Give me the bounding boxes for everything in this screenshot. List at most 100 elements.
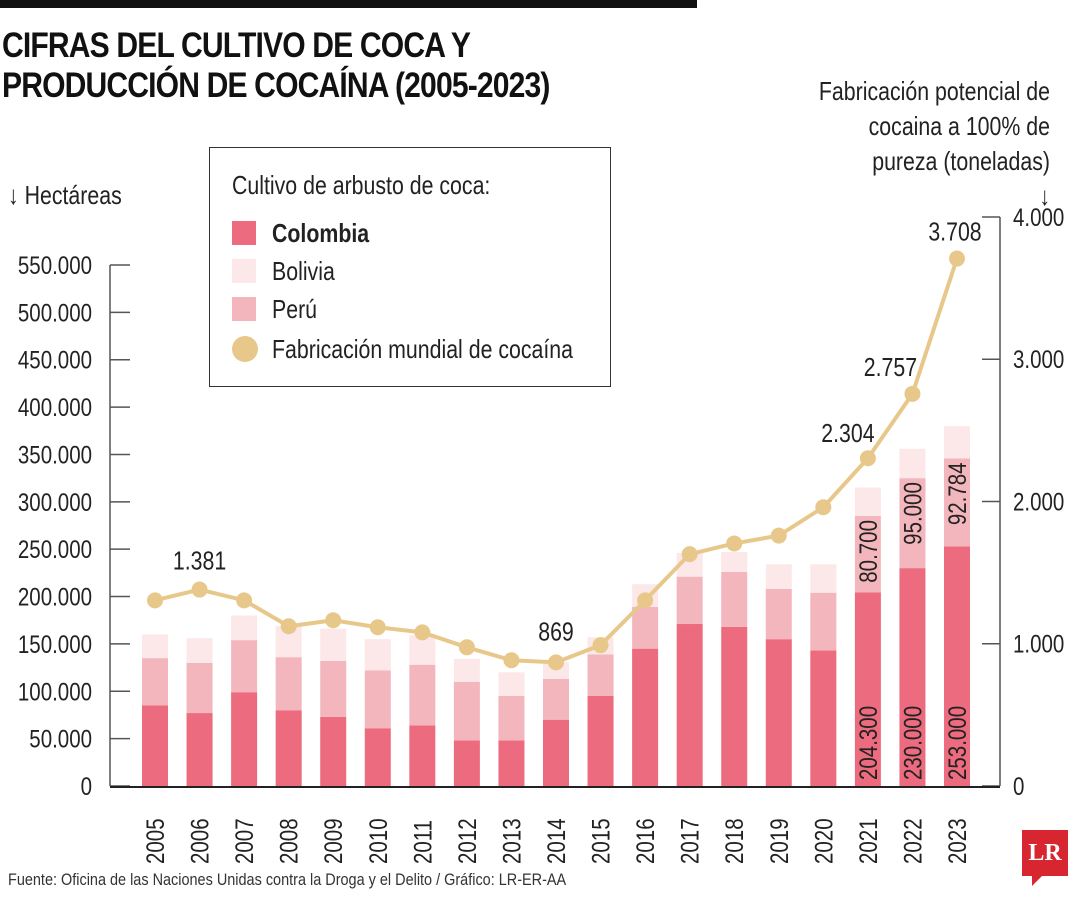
left-axis-label: ↓ Hectáreas [8,180,122,210]
left-axis-tick-label: 400.000 [18,393,92,421]
title-line-2: PRODUCCIÓN DE COCAÍNA (2005-2023) [2,66,550,105]
cocaine-point [414,624,431,641]
legend-title: Cultivo de arbusto de coca: [232,170,491,200]
x-tick-label: 2008 [275,818,303,864]
cocaine-point [280,618,297,635]
cocaine-point [726,535,743,552]
cocaine-point [904,385,921,402]
legend-item-colombia: Colombia [232,218,390,248]
x-tick-label: 2006 [186,818,214,864]
bar-colombia [498,740,525,786]
cocaine-point [236,592,253,609]
x-tick-label: 2011 [408,820,436,864]
left-axis-tick-label: 150.000 [18,630,92,658]
bar-colombia [765,639,792,786]
bar-bolivia [854,487,881,517]
bar-peru [275,657,302,711]
legend-item-bolivia: Bolivia [232,256,349,286]
bar-bolivia [765,564,792,589]
bar-colombia [320,716,347,786]
bar-bolivia [231,615,258,641]
bar-peru [409,664,436,726]
legend-label: Colombia [272,217,370,248]
bar-peru [721,571,748,627]
bar-peru [498,696,525,741]
bar-peru [453,681,480,741]
bar-colombia [899,568,926,786]
right-axis-tick-label: 2.000 [1013,488,1064,516]
data-label-cocaine: 2.757 [864,353,917,383]
bar-peru [364,670,391,729]
bar-colombia [587,696,614,786]
left-axis-tick-label: 50.000 [29,725,92,753]
bar-colombia [186,713,213,786]
bar-peru [854,516,881,593]
cocaine-point [770,527,787,544]
legend-swatch [232,297,256,321]
bar-peru [899,478,926,569]
bar-colombia [810,650,837,786]
data-label-cocaine: 3.708 [928,218,981,248]
right-axis-tick-label: 4.000 [1013,203,1064,231]
bar-bolivia [498,672,525,697]
bar-colombia [142,705,168,786]
right-axis-label: Fabricación potencial de cocaina a 100% … [818,76,1050,211]
cocaine-point [191,581,208,598]
bar-peru [320,660,347,717]
x-tick-label: 2010 [364,818,392,864]
left-axis-tick-label: 350.000 [18,440,92,468]
bar-colombia [231,692,258,786]
x-tick-label: 2018 [720,818,748,864]
left-axis-tick-label: 300.000 [18,488,92,516]
left-axis-tick-label: 250.000 [18,535,92,563]
bar-bolivia [899,448,926,479]
bar-peru [587,654,614,697]
title-line-1: CIFRAS DEL CULTIVO DE COCA Y [2,26,471,65]
bar-peru [543,678,569,720]
data-label-peru: 92.784 [943,462,971,525]
legend-item-cocaine: Fabricación mundial de cocaína [232,334,639,364]
bar-colombia [854,592,881,786]
legend-marker [232,336,258,362]
lr-logo: LR [1022,830,1068,886]
x-tick-label: 2019 [765,818,793,864]
x-tick-label: 2017 [676,818,704,864]
legend-label: Perú [272,293,318,324]
bar-colombia [632,648,659,786]
data-label-colombia: 204.300 [854,706,882,780]
bar-colombia [275,710,302,786]
x-tick-label: 2021 [854,818,882,864]
x-tick-label: 2016 [631,818,659,864]
x-tick-label: 2023 [943,818,971,864]
legend-item-peru: Perú [232,294,327,324]
left-axis-tick-label: 0 [81,772,92,800]
bar-colombia [543,719,569,786]
bar-bolivia [944,426,970,459]
legend-label: Fabricación mundial de cocaína [272,333,574,364]
bar-peru [632,606,659,649]
x-tick-label: 2007 [230,818,258,864]
left-axis-tick-label: 200.000 [18,583,92,611]
x-tick-label: 2012 [453,818,481,864]
bar-bolivia [364,639,391,671]
data-label-colombia: 253.000 [943,706,971,780]
bar-peru [765,588,792,640]
data-label-cocaine: 2.304 [821,419,874,449]
legend-swatch [232,259,256,283]
left-axis-tick-label: 100.000 [18,677,92,705]
bar-peru [944,458,970,547]
bar-peru [231,640,258,693]
data-label-colombia: 230.000 [898,706,926,780]
x-tick-label: 2005 [141,818,169,864]
bar-bolivia [186,638,213,663]
bar-colombia [364,728,391,786]
x-tick-label: 2009 [319,818,347,864]
bar-peru [142,658,168,706]
x-tick-label: 2022 [898,818,926,864]
bar-peru [186,662,213,714]
legend: Cultivo de arbusto de coca: Colombia Bol… [209,147,611,387]
top-rule [0,0,697,8]
cocaine-point [147,592,163,609]
data-label-cocaine: 1.381 [173,547,226,577]
